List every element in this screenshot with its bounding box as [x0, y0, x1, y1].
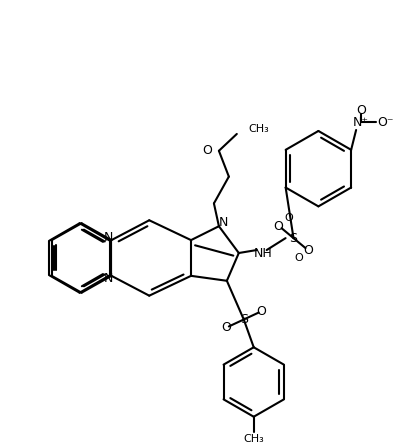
- Text: O⁻: O⁻: [378, 115, 394, 129]
- Text: N: N: [219, 216, 228, 229]
- Text: S: S: [289, 232, 297, 245]
- Text: N: N: [104, 230, 113, 244]
- Text: N⁺: N⁺: [353, 115, 369, 129]
- Text: CH₃: CH₃: [244, 433, 264, 444]
- Text: O: O: [274, 220, 284, 233]
- Text: S: S: [240, 313, 248, 326]
- Text: O: O: [294, 253, 303, 263]
- Text: CH₃: CH₃: [249, 124, 270, 134]
- Text: O: O: [303, 244, 313, 257]
- Text: O: O: [284, 213, 293, 223]
- Text: O: O: [257, 305, 267, 318]
- Text: NH: NH: [254, 246, 272, 259]
- Text: O: O: [202, 144, 212, 157]
- Text: N: N: [104, 272, 113, 285]
- Text: O: O: [221, 321, 231, 334]
- Text: O: O: [356, 103, 366, 117]
